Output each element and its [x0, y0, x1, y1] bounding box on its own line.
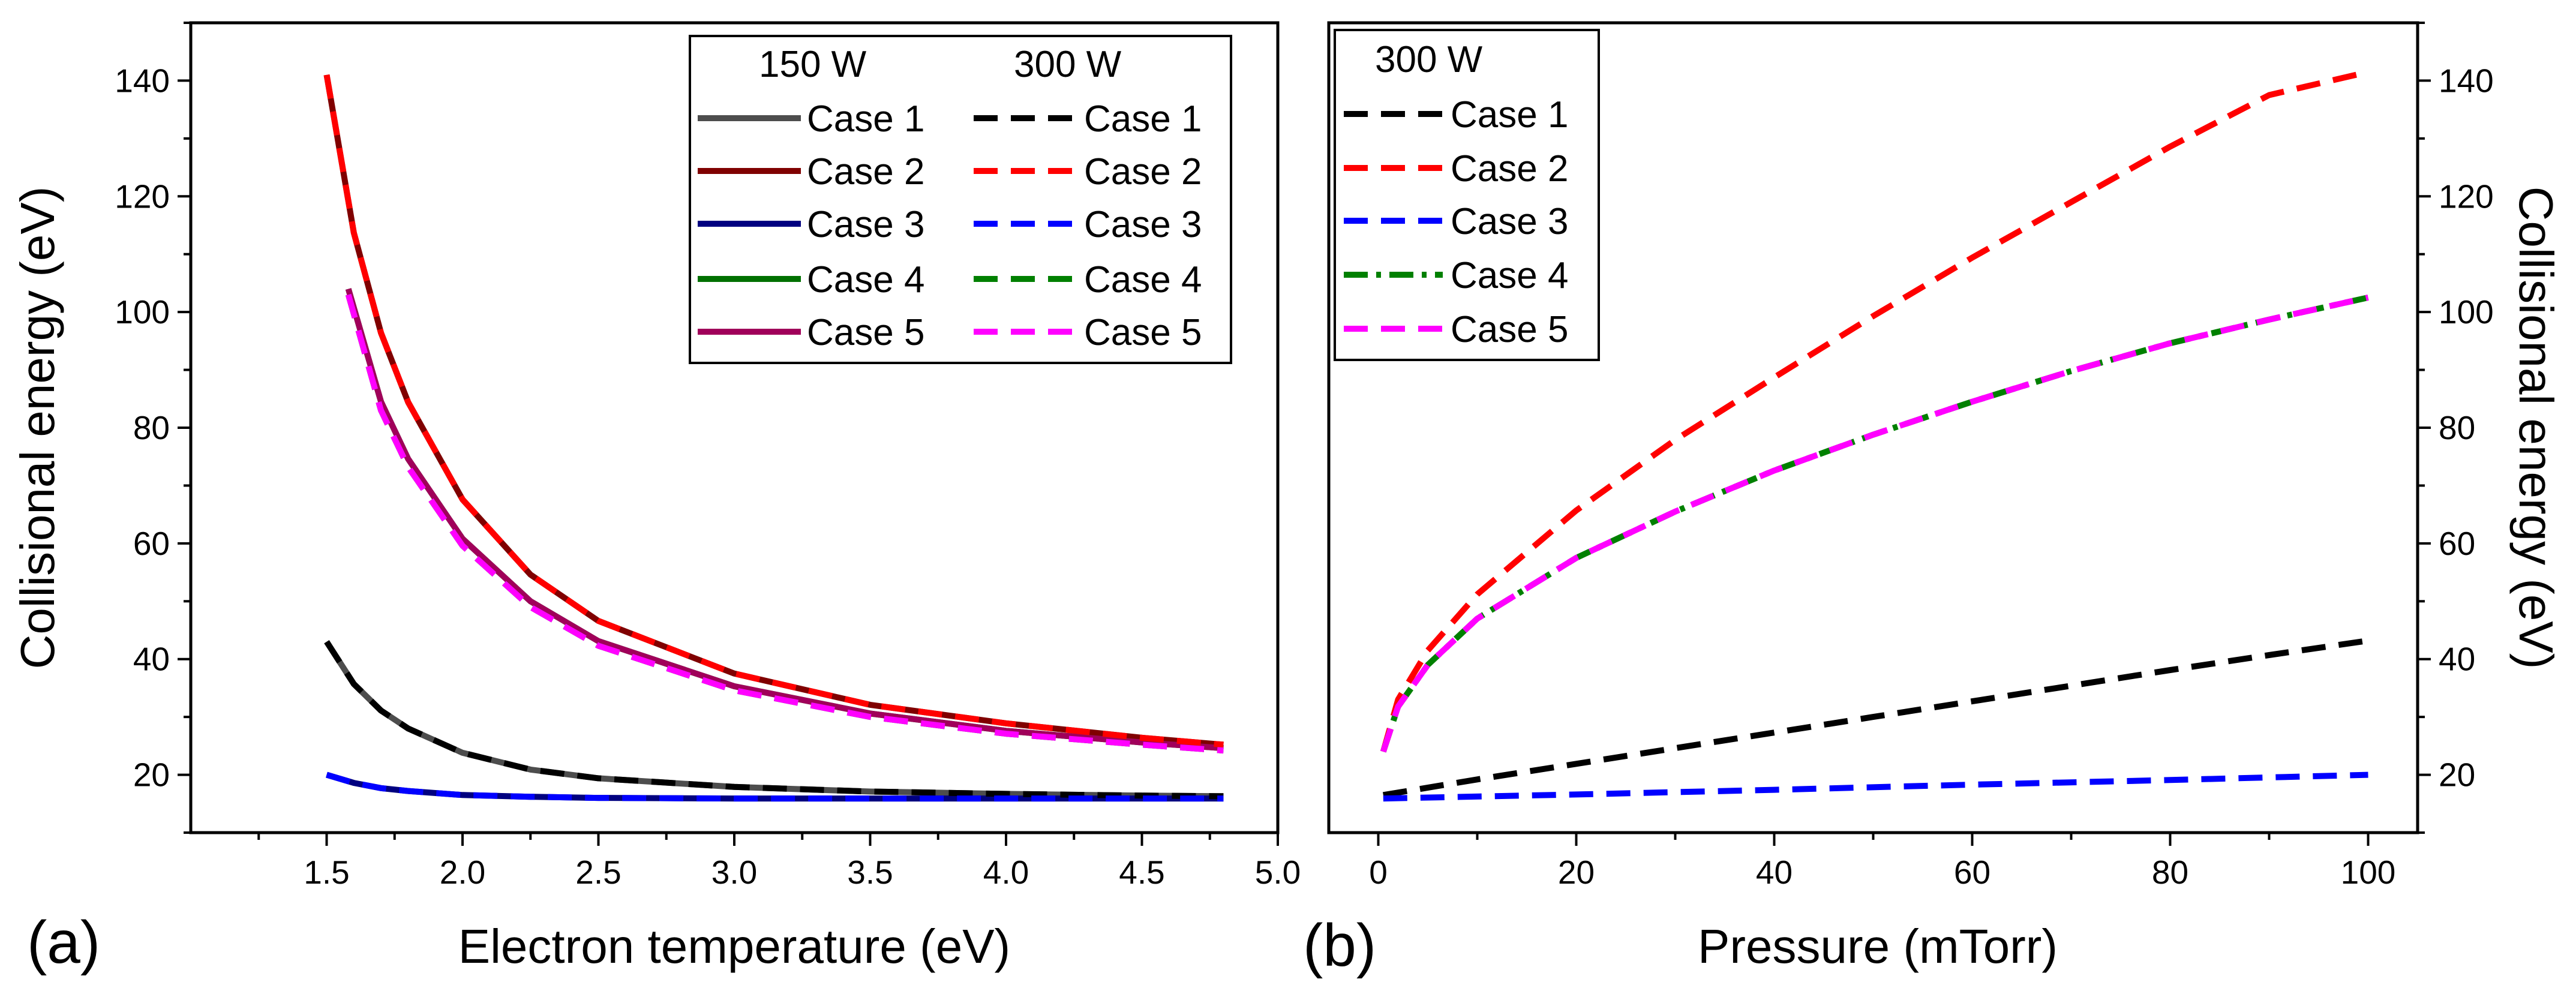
- legend-a-label-300w-case1: Case 1: [1084, 98, 1202, 140]
- legend-a-label-150w-case2: Case 2: [807, 151, 924, 193]
- panel-b-x-axis-title: Pressure (mTorr): [1698, 920, 2058, 973]
- legend-b-label-case4: Case 4: [1451, 255, 1568, 296]
- panel-b-series-case4: [1380, 295, 2369, 753]
- panel-b-y-tick-label: 80: [2439, 409, 2475, 446]
- panel-a-series-300w-case2: [323, 74, 1224, 748]
- panel-a-chart: 1.5 2.0 2.5 3.0 3.5 4.0 4.5 5.0 20 40 60 80 100 120 14…: [11, 21, 1301, 976]
- legend-a-label-300w-case4: Case 4: [1084, 259, 1202, 301]
- panel-a-y-tick-label: 60: [133, 525, 170, 562]
- panel-b-y-tick-label: 40: [2439, 641, 2475, 678]
- panel-b-y-tick-label: 120: [2439, 178, 2494, 215]
- legend-a-label-300w-case5: Case 5: [1084, 312, 1202, 353]
- panel-a-y-tick-label: 40: [133, 641, 170, 678]
- legend-a-label-150w-case5: Case 5: [807, 312, 924, 353]
- legend-a-header-300w: 300 W: [1014, 44, 1122, 85]
- panel-a-y-tick-label: 120: [115, 178, 170, 215]
- panel-b-y-tick-label: 100: [2439, 293, 2494, 331]
- panel-b-series-case2: [1380, 69, 2369, 753]
- legend-b-label-case3: Case 3: [1451, 201, 1568, 242]
- panel-b-series-layer: [1380, 69, 2369, 802]
- panel-a-x-tick-label: 2.0: [440, 854, 485, 891]
- panel-b-x-tick-label: 40: [1756, 854, 1793, 891]
- panel-b-legend-box: [1334, 29, 1600, 361]
- panel-b-label: (b): [1303, 912, 1376, 979]
- panel-b-legend: 300 W Case 1 Case 2 Case 3 Case 4 Case 5: [1334, 29, 1600, 361]
- legend-b-header-300w: 300 W: [1375, 39, 1483, 80]
- panel-b-ticks: 0 20 40 60 80 100 20 40 60 80 100 120 140: [1369, 22, 2494, 891]
- panel-a-legend-box: [689, 35, 1232, 364]
- panel-a-label: (a): [27, 909, 100, 976]
- legend-a-label-300w-case2: Case 2: [1084, 151, 1202, 193]
- legend-a-label-150w-case4: Case 4: [807, 259, 924, 301]
- panel-a-x-tick-label: 1.5: [304, 854, 349, 891]
- legend-b-label-case1: Case 1: [1451, 94, 1568, 136]
- legend-a-label-150w-case3: Case 3: [807, 204, 924, 245]
- panel-a-y-tick-label: 80: [133, 409, 170, 446]
- panel-a-ticks: 1.5 2.0 2.5 3.0 3.5 4.0 4.5 5.0 20 40 60 80 100 120 14…: [115, 22, 1301, 891]
- panel-b-x-tick-label: 80: [2152, 854, 2188, 891]
- legend-a-label-150w-case1: Case 1: [807, 98, 924, 140]
- panel-b-chart: 0 20 40 60 80 100 20 40 60 80 100 120 140 Pressure (…: [1303, 21, 2563, 979]
- panel-a-y-tick-label: 140: [115, 62, 170, 99]
- legend-a-label-300w-case3: Case 3: [1084, 204, 1202, 245]
- panel-a-x-tick-label: 2.5: [575, 854, 621, 891]
- panel-a-x-tick-label: 3.5: [847, 854, 893, 891]
- panel-b-y-axis-title: Collisional energy (eV): [2509, 187, 2563, 669]
- panel-b-x-tick-label: 20: [1558, 854, 1595, 891]
- legend-b-label-case5: Case 5: [1451, 309, 1568, 350]
- panel-a-x-tick-label: 4.0: [983, 854, 1029, 891]
- panel-b-y-tick-label: 140: [2439, 62, 2494, 99]
- panel-a-series-300w-case5: [345, 293, 1224, 754]
- panel-a-x-tick-label: 3.0: [711, 854, 757, 891]
- panel-a-series-300w-case1: [324, 640, 1224, 800]
- panel-b-y-tick-label: 60: [2439, 525, 2475, 562]
- panel-b-x-tick-label: 0: [1369, 854, 1388, 891]
- legend-b-label-case2: Case 2: [1451, 148, 1568, 190]
- panel-b-series-case1: [1382, 637, 2369, 798]
- panel-a-series-layer: [323, 74, 1224, 802]
- panel-b-series-case5: [1380, 295, 2369, 753]
- panel-a-x-axis-title: Electron temperature (eV): [458, 920, 1010, 973]
- panel-a-series-300w-case3: [326, 771, 1224, 802]
- panel-b-series-case3: [1383, 771, 2368, 802]
- panel-a-y-tick-label: 20: [133, 756, 170, 794]
- panel-b-x-tick-label: 100: [2341, 854, 2396, 891]
- panel-a-series-150w-case1: [324, 640, 1224, 800]
- panel-b-y-tick-label: 20: [2439, 756, 2475, 794]
- panel-a-x-tick-label: 5.0: [1255, 854, 1301, 891]
- panel-a-x-tick-label: 4.5: [1119, 854, 1164, 891]
- panel-b-x-tick-label: 60: [1954, 854, 1990, 891]
- legend-a-header-150w: 150 W: [759, 44, 867, 85]
- panel-a-y-tick-label: 100: [115, 293, 170, 331]
- panel-a-legend: 150 W 300 W Case 1 Case 1 Case 2 Case 2 …: [689, 35, 1232, 364]
- panel-a-y-axis-title: Collisional energy (eV): [11, 187, 64, 669]
